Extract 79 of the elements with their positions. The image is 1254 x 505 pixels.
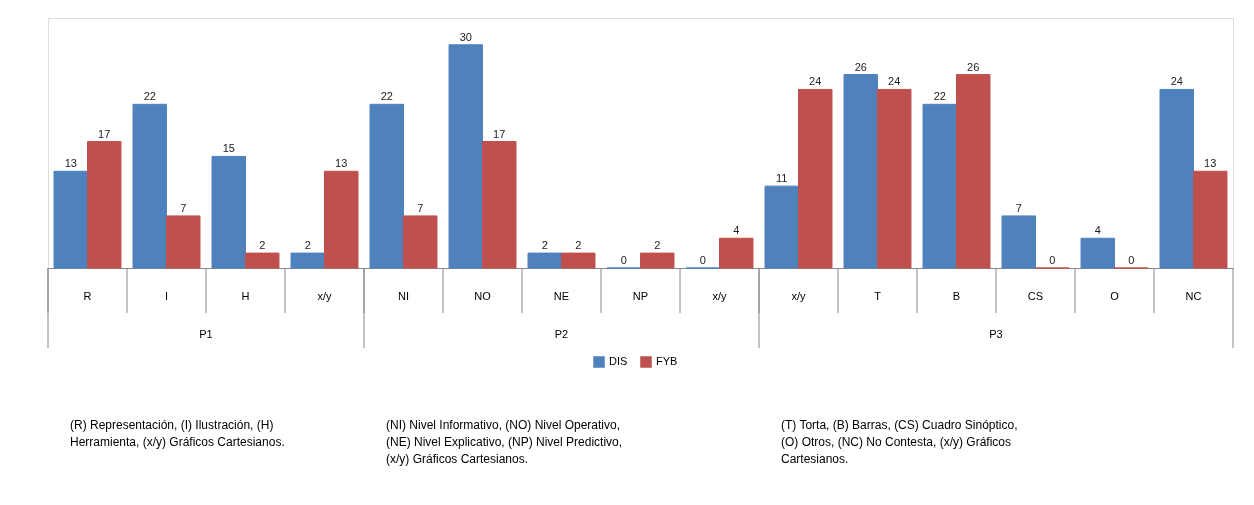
data-label: 30 [459,30,472,43]
bar [403,215,438,269]
data-label: 13 [64,157,77,170]
x-tick-label: O [1110,289,1120,302]
bar [1193,170,1228,269]
x-tick-label: x/y [317,289,333,302]
bar [448,44,483,269]
text: (T) Torta, (B) Barras, (CS) Cuadro Sinóptico, (O) Otros, (NC) No Contesta, (x/y) Gráficos Cartesianos. [781,418,1018,466]
data-label: 0 [1128,254,1135,266]
data-label: 2 [259,239,266,252]
text: P3 [989,328,1003,340]
text: (NI) Nivel Informativo, (NO) Nivel Operativo, (NE) Nivel Explicativo, (NP) Nivel Predictivo, (x/y) Gráficos Cartesianos. [386,418,623,466]
data-label: 2 [304,239,311,252]
data-label: 2 [541,239,548,252]
data-label: 13 [1204,157,1217,170]
bar [561,252,596,269]
x-tick-label: NP [632,289,649,302]
legend-label: FYB [656,355,678,367]
data-label: 2 [575,239,582,252]
x-tick-label: x/y [712,289,728,302]
data-label: 15 [222,142,235,155]
legend-label: DIS [609,355,628,367]
x-tick-label: B [952,289,961,302]
data-label: 11 [776,172,788,185]
bar [719,237,754,269]
bar [132,103,167,269]
bar [369,103,404,269]
data-label: 7 [1015,201,1022,214]
data-label: 17 [98,127,111,140]
bar [245,252,280,269]
bar [843,74,878,269]
bar [1001,215,1036,269]
data-label: 4 [1094,224,1101,237]
bar [211,155,246,269]
data-label: 13 [335,157,348,170]
data-label: 7 [180,201,187,214]
bar [922,103,957,269]
data-label: 26 [854,60,867,73]
bar [527,252,562,269]
data-label: 4 [733,224,740,237]
bar [764,185,799,269]
data-label: 22 [380,90,393,103]
x-tick-label: NI [398,289,409,302]
x-tick-label: H [241,289,250,302]
bar [53,170,88,269]
x-tick-label: NE [553,289,570,302]
x-tick-label: NC [1185,289,1202,302]
bar [877,88,912,269]
data-label: 22 [143,90,156,103]
bar [166,215,201,269]
data-label: 7 [417,201,424,214]
data-label: 2 [654,239,661,252]
bar [1159,88,1194,269]
x-tick-label: R [83,289,92,302]
data-label: 17 [493,127,506,140]
x-tick-label: T [874,289,882,302]
data-label: 24 [1170,75,1183,88]
bar [798,88,833,269]
bar [87,141,122,269]
text: P1 [199,328,213,340]
bar [324,170,359,269]
bar [290,252,325,269]
x-tick-label: x/y [791,289,807,302]
x-tick-label: I [164,289,169,302]
data-label: 24 [809,75,822,88]
text: P2 [554,328,569,340]
data-label: 0 [699,254,706,266]
x-tick-label: NO [474,289,492,302]
bar [640,252,675,269]
bar [956,74,991,269]
text: (R) Representación, (I) Ilustración, (H) Herramienta, (x/y) Gráficos Cartesianos. [70,418,285,449]
data-label: 22 [933,90,946,103]
data-label: 24 [888,75,901,88]
x-tick-label: CS [1027,289,1044,302]
data-label: 0 [1049,254,1056,266]
bar [482,141,517,269]
data-label: 0 [620,254,627,266]
data-label: 26 [967,60,980,73]
bar [1080,237,1115,269]
